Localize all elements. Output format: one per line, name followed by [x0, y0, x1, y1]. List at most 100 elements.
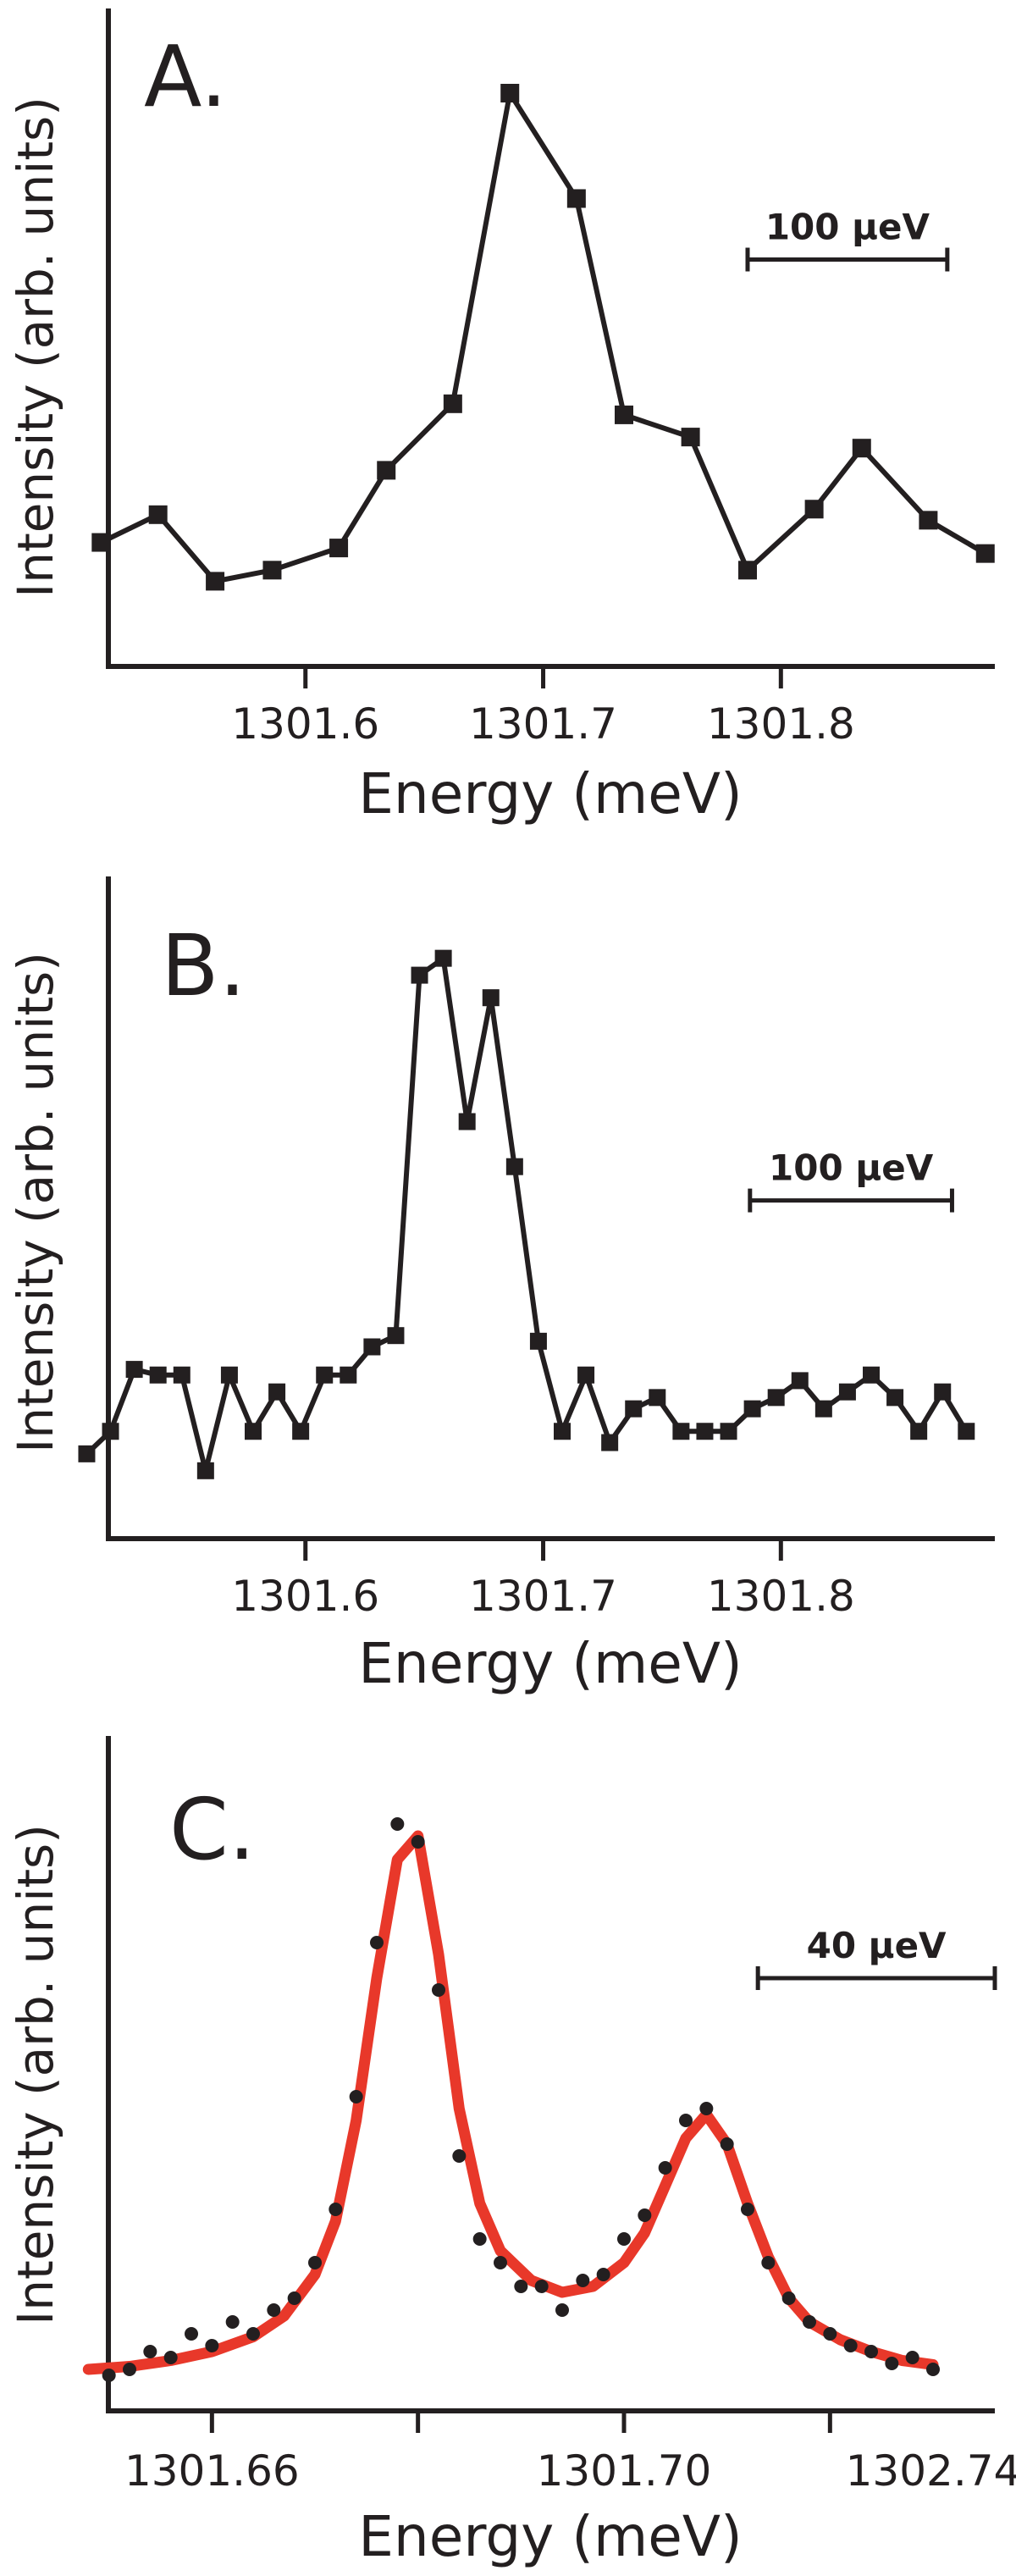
panel-c: C. Intensity (arb. units) Energy (meV) 1…	[7, 1736, 1016, 2569]
scale-bar-label: 100 µeV	[765, 207, 930, 248]
data-point-23	[625, 1400, 643, 1418]
data-point-7	[500, 84, 520, 102]
data-point-18	[472, 2232, 487, 2246]
x-tick-label-0: 1301.6	[231, 1572, 379, 1621]
data-point-26	[696, 1423, 714, 1440]
data-point-2	[125, 1361, 143, 1379]
data-point-30	[720, 2137, 734, 2151]
data-point-15	[411, 1835, 425, 1849]
data-point-5	[377, 461, 396, 480]
data-point-7	[245, 1423, 262, 1440]
data-point-31	[814, 1400, 832, 1418]
data-point-17	[482, 989, 500, 1007]
data-point-38	[885, 2357, 899, 2370]
data-point-8	[267, 2303, 281, 2317]
x-tick-label-0: 1301.66	[124, 2446, 300, 2496]
data-point-10	[308, 2256, 322, 2269]
data-point-7	[246, 2327, 260, 2341]
data-point-29	[767, 1389, 785, 1407]
data-point-8	[268, 1383, 286, 1401]
data-point-13	[387, 1327, 405, 1345]
scale-bar: 100 µeV	[745, 207, 950, 272]
data-point-21	[534, 2280, 549, 2293]
data-point-39	[905, 2351, 919, 2364]
data-point-18	[505, 1158, 523, 1175]
y-axis-label: Intensity (arb. units)	[7, 952, 64, 1453]
data-point-3	[149, 1366, 167, 1384]
data-point-0	[78, 1445, 96, 1462]
data-point-34	[886, 1389, 904, 1407]
data-line	[85, 955, 969, 1473]
scale-bar: 40 µeV	[755, 1925, 997, 1990]
data-markers	[78, 949, 975, 1479]
data-point-19	[494, 2256, 507, 2269]
x-axis-label: Energy (meV)	[358, 1631, 743, 1696]
panel-b: B. Intensity (arb. units) Energy (meV) 1…	[7, 876, 995, 1696]
data-point-28	[743, 1400, 761, 1418]
data-point-25	[672, 1423, 690, 1440]
data-point-14	[919, 511, 938, 530]
data-point-24	[649, 1389, 666, 1407]
data-point-11	[738, 561, 757, 580]
data-point-25	[617, 2232, 631, 2246]
data-point-23	[576, 2274, 590, 2287]
data-point-15	[975, 544, 995, 563]
panel-label: B.	[161, 916, 246, 1015]
data-point-12	[363, 1338, 381, 1356]
data-point-16	[458, 1113, 476, 1130]
panel-label: C.	[169, 1780, 256, 1879]
x-tick-label-1: 1301.70	[537, 2446, 712, 2496]
data-point-10	[316, 1366, 334, 1384]
data-point-22	[601, 1434, 619, 1451]
data-point-13	[852, 439, 871, 458]
data-point-27	[658, 2161, 672, 2175]
data-point-33	[863, 1366, 880, 1384]
x-tick-labels: 1301.6 1301.7 1301.8	[231, 699, 854, 749]
data-point-9	[287, 2291, 301, 2305]
x-tick-label-1: 1301.7	[469, 1572, 617, 1621]
data-point-9	[292, 1423, 310, 1440]
data-point-8	[566, 189, 586, 208]
x-axis-label: Energy (meV)	[358, 2504, 743, 2569]
scale-bar-label: 40 µeV	[807, 1925, 947, 1966]
data-point-11	[340, 1366, 357, 1384]
data-point-37	[958, 1423, 975, 1440]
x-axis-label: Energy (meV)	[358, 761, 743, 826]
x-tick-label-1: 1301.7	[469, 699, 617, 749]
data-point-16	[432, 1983, 445, 1997]
data-point-1	[102, 1423, 119, 1440]
data-point-29	[699, 2102, 714, 2115]
data-point-12	[804, 500, 824, 519]
fit-curve	[82, 1830, 939, 2375]
data-point-28	[679, 2114, 693, 2127]
data-point-5	[196, 1462, 214, 1479]
x-tick-labels: 1301.66 1301.70 1302.74	[124, 2446, 1016, 2496]
data-point-15	[434, 949, 452, 967]
data-point-20	[514, 2280, 528, 2293]
data-point-6	[225, 2315, 240, 2329]
data-point-4	[329, 539, 349, 558]
data-markers	[91, 84, 995, 591]
data-point-37	[864, 2345, 878, 2358]
data-line	[99, 91, 987, 584]
x-tick-label-2: 1302.74	[846, 2446, 1016, 2496]
x-tick-label-2: 1301.8	[707, 1572, 855, 1621]
data-point-0	[102, 2369, 116, 2382]
x-ticks	[209, 2411, 832, 2433]
scale-bar-label: 100 µeV	[769, 1147, 934, 1189]
data-point-14	[390, 1817, 405, 1831]
data-point-33	[781, 2291, 796, 2305]
data-point-36	[843, 2339, 858, 2352]
panel-label: A.	[144, 27, 227, 126]
data-point-17	[452, 2149, 467, 2163]
data-point-34	[803, 2315, 816, 2329]
data-point-22	[555, 2303, 569, 2317]
y-axis-label: Intensity (arb. units)	[7, 97, 64, 598]
data-point-6	[220, 1366, 238, 1384]
data-point-35	[823, 2327, 837, 2341]
data-point-5	[205, 2339, 219, 2352]
data-point-32	[838, 1383, 856, 1401]
data-point-19	[529, 1332, 547, 1350]
data-point-3	[262, 561, 282, 580]
